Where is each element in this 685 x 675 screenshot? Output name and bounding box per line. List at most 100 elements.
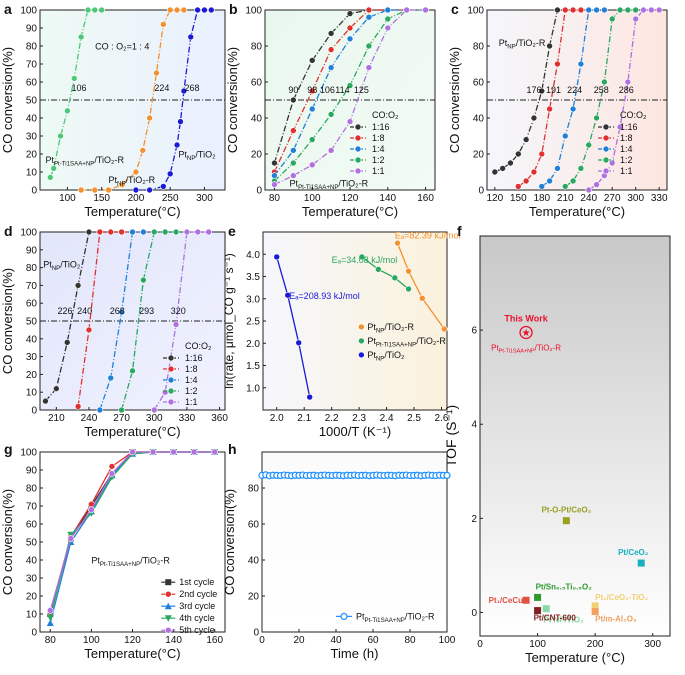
data-point bbox=[166, 6, 174, 14]
data-point bbox=[648, 6, 655, 14]
x-tick-label: 250 bbox=[162, 193, 179, 204]
data-point bbox=[271, 181, 278, 188]
tof-point-label: Pt-O-Pt/CeO₂ bbox=[541, 506, 591, 515]
data-point bbox=[530, 114, 538, 122]
data-point bbox=[149, 448, 157, 456]
legend-label: PtNP/TiO₂ bbox=[367, 350, 405, 363]
legend-label: 1st cycle bbox=[179, 577, 214, 587]
y-tick-label: 20 bbox=[26, 150, 38, 161]
t50-label: 226 bbox=[58, 306, 73, 316]
data-point bbox=[53, 385, 60, 392]
this-work-ring bbox=[519, 325, 533, 340]
data-point bbox=[530, 168, 538, 176]
data-point bbox=[173, 141, 181, 149]
data-point bbox=[57, 132, 64, 140]
y-tick-label: 80 bbox=[26, 263, 38, 274]
x-tick-label: 270 bbox=[604, 193, 621, 204]
data-point bbox=[172, 228, 180, 236]
x-tick-label: 2.3 bbox=[352, 413, 366, 424]
data-point bbox=[561, 183, 569, 190]
fit-line bbox=[396, 242, 445, 330]
legend-label: 1:8 bbox=[185, 364, 198, 374]
legend-label: 1:2 bbox=[372, 155, 385, 165]
data-point bbox=[515, 150, 522, 158]
sample-label: PtNP/TiO₂-R bbox=[499, 38, 546, 51]
legend-swatch-marker bbox=[167, 387, 175, 395]
data-point bbox=[290, 127, 297, 134]
data-point bbox=[153, 69, 160, 77]
y-tick-label: 4.0 bbox=[246, 250, 260, 261]
x-axis-label: Time (h) bbox=[331, 646, 379, 661]
legend-swatch-marker bbox=[340, 612, 348, 621]
x-tick-label: 100 bbox=[59, 193, 76, 204]
data-point bbox=[491, 168, 499, 176]
x-tick-label: 180 bbox=[533, 193, 550, 204]
t50-label: 106 bbox=[320, 85, 335, 95]
legend-swatch-marker bbox=[602, 145, 610, 153]
legend-swatch-marker bbox=[354, 167, 362, 175]
y-tick-label: 60 bbox=[26, 78, 38, 89]
data-point bbox=[443, 471, 451, 479]
y-tick-label: 90 bbox=[26, 466, 38, 477]
panel-letter: e bbox=[228, 223, 236, 239]
legend-label: 1:16 bbox=[620, 122, 638, 132]
data-point bbox=[74, 403, 82, 410]
data-point bbox=[107, 228, 115, 236]
data-point bbox=[308, 136, 316, 143]
data-point bbox=[624, 78, 632, 86]
legend-label: 1:16 bbox=[185, 353, 203, 363]
data-point bbox=[177, 118, 184, 125]
y-tick-label: 100 bbox=[467, 6, 484, 17]
data-point bbox=[616, 6, 624, 14]
x-tick-label: 2.6 bbox=[435, 413, 449, 424]
y-tick-label: 80 bbox=[251, 42, 263, 53]
panel-letter: c bbox=[451, 1, 459, 17]
data-point bbox=[132, 186, 140, 194]
x-tick-label: 0 bbox=[477, 639, 483, 650]
legend-swatch-marker bbox=[354, 156, 362, 164]
data-point bbox=[358, 253, 366, 261]
y-tick-label: 40 bbox=[26, 114, 38, 125]
ea-label: Eₐ=34.08 kJ/mol bbox=[332, 255, 398, 265]
y-tick-label: 40 bbox=[251, 114, 263, 125]
y-tick-label: 0 bbox=[471, 608, 477, 619]
data-point bbox=[384, 6, 392, 14]
tof-point-label: Pt₁/CeO₂-TiO₂ bbox=[595, 593, 648, 602]
legend-title: CO:O₂ bbox=[372, 110, 399, 120]
panel-letter: b bbox=[229, 1, 238, 17]
legend-label: 5th cycle bbox=[179, 625, 215, 635]
data-point bbox=[655, 6, 663, 14]
data-point bbox=[201, 6, 208, 14]
tof-point bbox=[562, 517, 570, 525]
data-point bbox=[118, 308, 125, 316]
data-point bbox=[569, 105, 577, 113]
x-tick-label: 210 bbox=[48, 413, 65, 424]
data-point bbox=[585, 141, 593, 149]
y-tick-label: 1.0 bbox=[246, 383, 260, 394]
data-point bbox=[187, 33, 195, 41]
y-tick-label: 60 bbox=[251, 78, 263, 89]
data-point bbox=[271, 159, 278, 167]
data-point bbox=[194, 6, 201, 14]
data-point bbox=[418, 295, 426, 302]
data-point bbox=[64, 107, 71, 115]
data-point bbox=[422, 6, 429, 14]
y-tick-label: 6 bbox=[471, 326, 477, 337]
legend-marker bbox=[358, 351, 365, 359]
data-point bbox=[632, 15, 639, 23]
data-point bbox=[538, 183, 546, 190]
x-axis-label: Temperature(°C) bbox=[84, 204, 180, 219]
legend-swatch-marker bbox=[167, 365, 175, 373]
plot-frame bbox=[479, 235, 671, 637]
data-point bbox=[391, 274, 399, 282]
legend-swatch-marker bbox=[167, 398, 175, 406]
data-point bbox=[108, 463, 116, 470]
legend-swatch-marker bbox=[167, 354, 175, 362]
x-tick-label: 2.0 bbox=[270, 413, 284, 424]
data-point bbox=[593, 114, 600, 122]
plot-frame bbox=[261, 451, 448, 633]
y-tick-label: 0 bbox=[31, 628, 37, 639]
data-point bbox=[306, 393, 313, 401]
tof-point bbox=[534, 607, 542, 615]
y-tick-label: 20 bbox=[251, 150, 263, 161]
